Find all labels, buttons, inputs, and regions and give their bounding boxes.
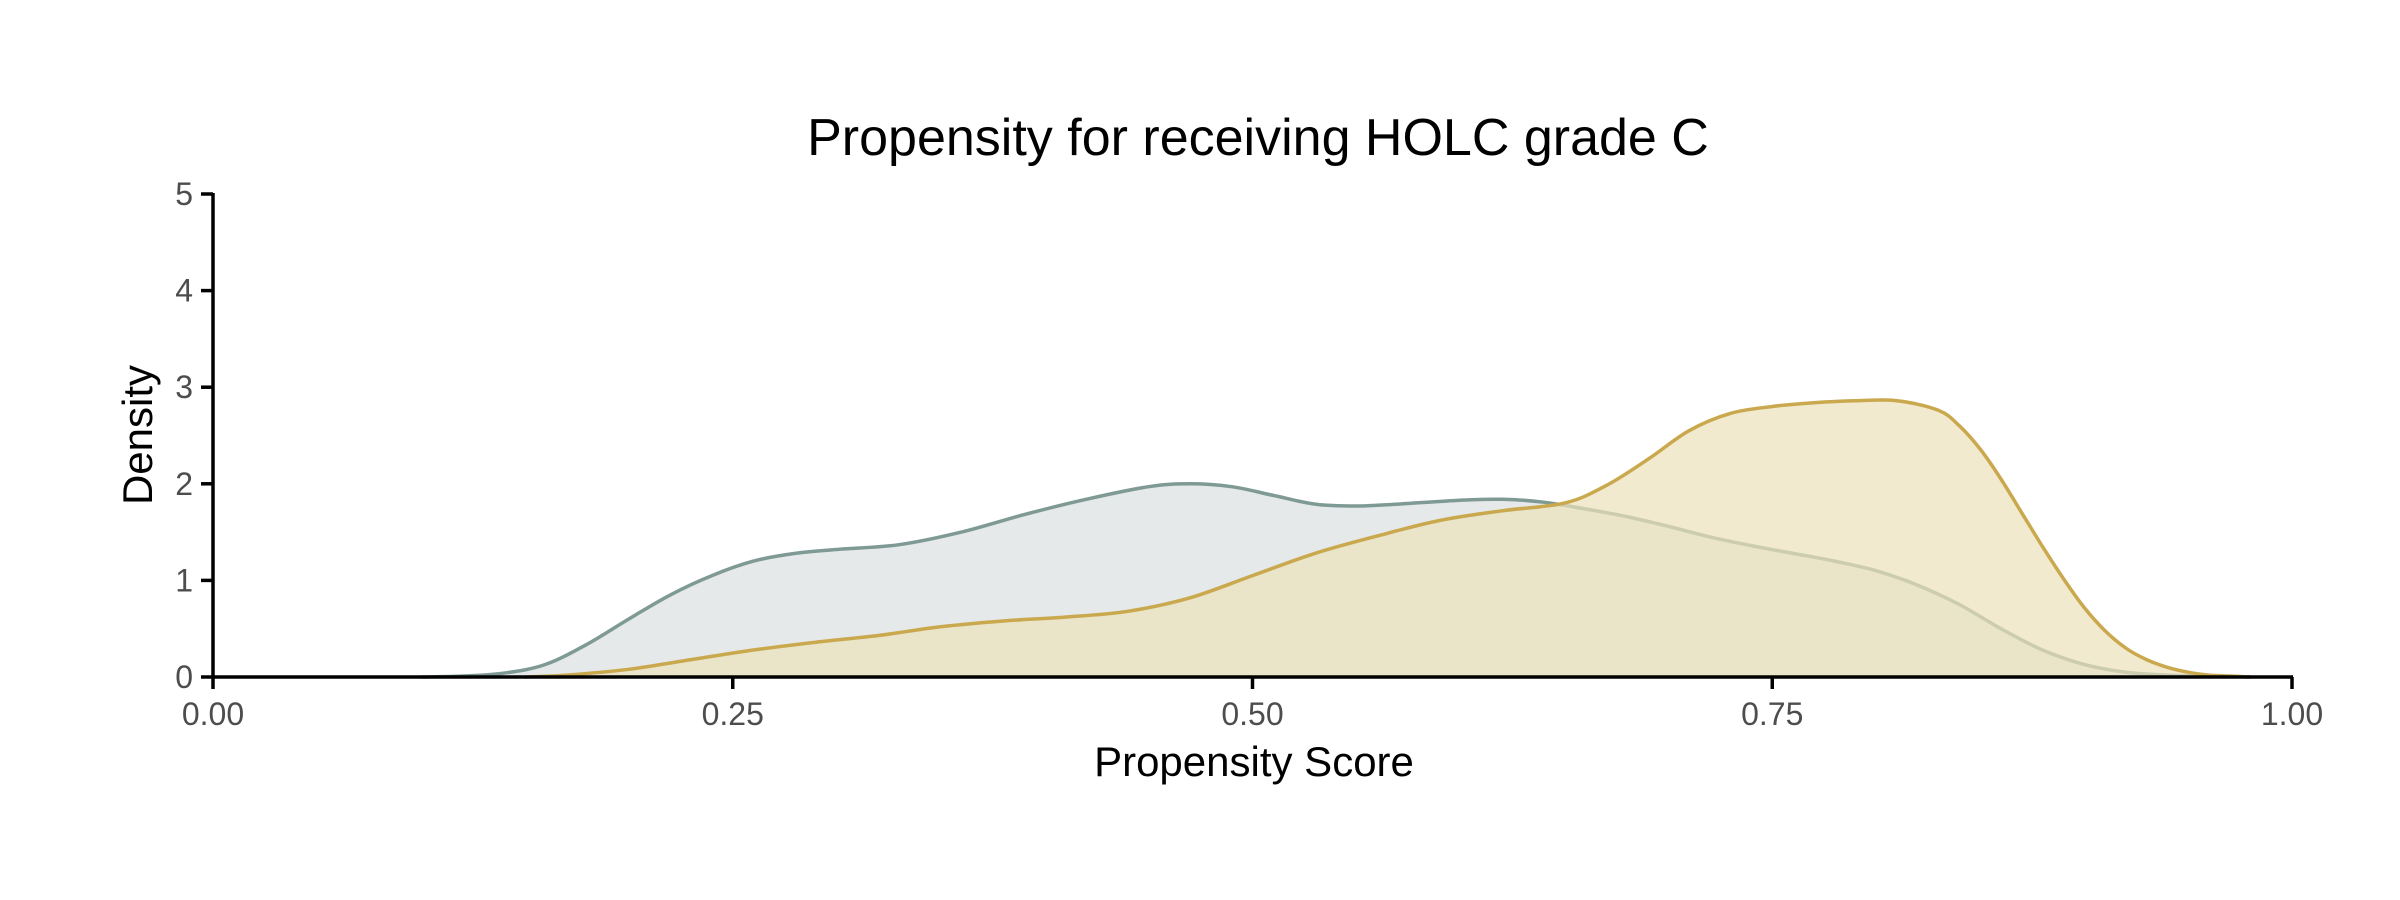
y-tick-label: 5 bbox=[175, 176, 193, 212]
y-axis-title: Density bbox=[114, 365, 161, 505]
x-tick-label: 0.50 bbox=[1221, 696, 1283, 732]
y-tick-label: 2 bbox=[175, 466, 193, 502]
y-tick-label: 0 bbox=[175, 659, 193, 695]
y-tick-label: 3 bbox=[175, 369, 193, 405]
y-tick-label: 4 bbox=[175, 273, 193, 309]
x-tick-label: 0.00 bbox=[182, 696, 244, 732]
axes: 0.00 0.25 0.50 0.75 1.00 0 1 2 3 4 5 bbox=[175, 176, 2323, 732]
x-tick-label: 0.75 bbox=[1741, 696, 1803, 732]
plot-areas bbox=[420, 398, 2251, 679]
x-tick-label: 0.25 bbox=[702, 696, 764, 732]
x-tick-label: 1.00 bbox=[2261, 696, 2323, 732]
density-line-2 bbox=[524, 398, 2251, 679]
x-axis-title: Propensity Score bbox=[1094, 738, 1414, 785]
y-tick-label: 1 bbox=[175, 562, 193, 598]
density-area-2 bbox=[524, 399, 2251, 677]
chart-title: Propensity for receiving HOLC grade C bbox=[807, 109, 1709, 167]
